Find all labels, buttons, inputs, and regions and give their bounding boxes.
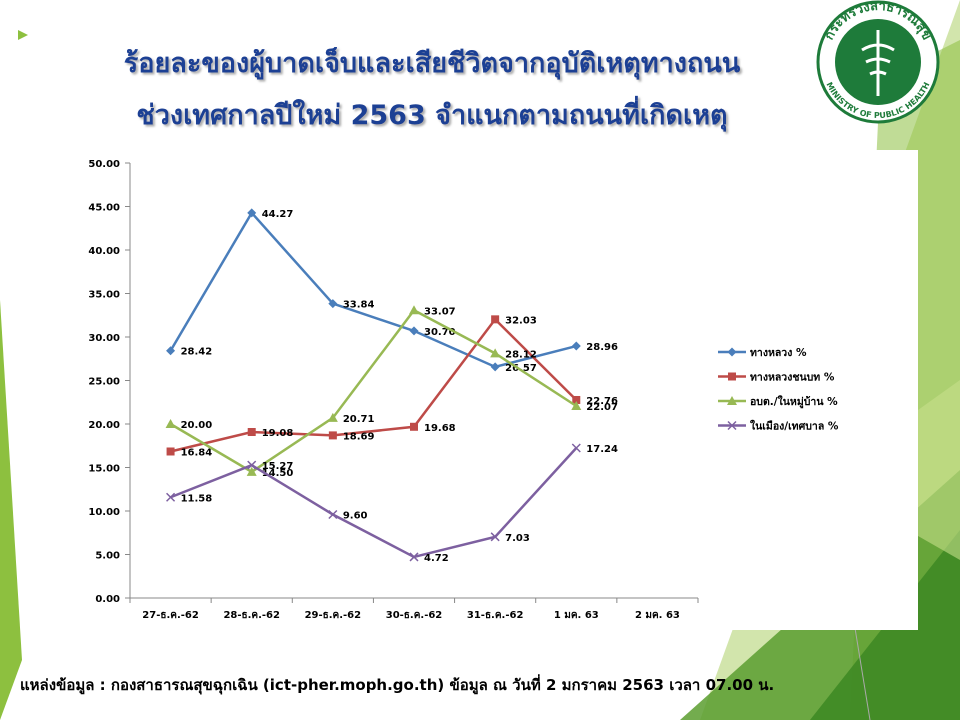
point xyxy=(409,326,419,336)
value-label: 20.71 xyxy=(343,414,375,425)
value-label: 33.07 xyxy=(424,306,456,317)
point xyxy=(491,315,500,324)
y-tick-label: 20.00 xyxy=(88,420,120,431)
point xyxy=(166,447,175,456)
y-tick-label: 50.00 xyxy=(88,159,120,170)
point xyxy=(327,412,338,422)
value-label: 19.68 xyxy=(424,423,456,434)
value-label: 28.12 xyxy=(505,349,537,360)
value-label: 32.03 xyxy=(505,315,537,326)
point xyxy=(490,348,501,358)
value-label: 19.08 xyxy=(262,428,294,439)
y-tick-label: 15.00 xyxy=(88,464,120,475)
x-tick-label: 29-ธ.ค.-62 xyxy=(305,610,362,621)
x-tick-label: 30-ธ.ค.-62 xyxy=(386,610,443,621)
value-label: 28.42 xyxy=(181,347,213,358)
value-label: 14.50 xyxy=(262,468,294,479)
value-label: 30.70 xyxy=(424,327,456,338)
point xyxy=(490,362,500,372)
footer: แหล่งข้อมูล : กองสาธารณสุขฉุกเฉิน (ict-p… xyxy=(20,674,774,695)
value-label: 7.03 xyxy=(505,533,530,544)
point xyxy=(409,305,419,315)
logo: กระทรวงสาธารณสุข MINISTRY OF PUBLIC HEAL… xyxy=(816,0,940,124)
y-tick-label: 35.00 xyxy=(88,290,120,301)
chart-title: ร้อยละของผู้บาดเจ็บและเสียชีวิตจากอุบัติ… xyxy=(124,45,741,80)
series-line xyxy=(170,317,578,453)
point xyxy=(247,428,256,437)
value-label: 16.84 xyxy=(181,447,213,458)
chart-area xyxy=(70,150,918,630)
point xyxy=(328,431,337,440)
point xyxy=(328,299,338,309)
bullet xyxy=(18,30,28,40)
point xyxy=(490,532,500,542)
y-tick-label: 10.00 xyxy=(88,507,120,518)
point xyxy=(246,466,257,476)
value-label: 22.76 xyxy=(586,396,618,407)
point xyxy=(409,552,419,562)
y-tick-label: 30.00 xyxy=(88,333,120,344)
point xyxy=(247,460,257,470)
point xyxy=(328,509,338,520)
value-label: 22.07 xyxy=(586,402,618,413)
point xyxy=(165,419,176,428)
value-label: 18.69 xyxy=(343,431,375,442)
y-tick-label: 5.00 xyxy=(95,551,120,562)
chart-title: ช่วงเทศกาลปีใหม่ 2563 จำแนกตามถนนที่เกิด… xyxy=(136,95,727,132)
legend-label: อบต./ในหมู่บ้าน % xyxy=(750,394,838,409)
value-label: 44.27 xyxy=(262,209,294,220)
point xyxy=(727,347,737,357)
point xyxy=(571,443,581,453)
legend-label: ทางหลวง % xyxy=(750,347,807,359)
point xyxy=(166,346,176,356)
value-label: 33.84 xyxy=(343,300,375,311)
point xyxy=(247,208,257,218)
point xyxy=(727,396,737,405)
y-tick-label: 0.00 xyxy=(95,594,120,605)
value-label: 26.57 xyxy=(505,363,537,374)
point xyxy=(727,420,737,431)
x-tick-label: 31-ธ.ค.-62 xyxy=(467,610,524,621)
y-tick-label: 45.00 xyxy=(88,203,120,214)
point xyxy=(571,341,581,351)
point xyxy=(571,400,582,410)
series-line xyxy=(170,447,578,559)
legend-label: ทางหลวงชนบท % xyxy=(750,372,835,384)
point xyxy=(728,372,736,381)
value-label: 9.60 xyxy=(343,510,368,521)
x-tick-label: 28-ธ.ค.-62 xyxy=(223,610,280,621)
value-label: 28.96 xyxy=(586,342,618,353)
point xyxy=(572,395,581,404)
point xyxy=(166,492,176,502)
x-tick-label: 27-ธ.ค.-62 xyxy=(142,610,199,621)
deco xyxy=(0,300,22,720)
value-label: 17.24 xyxy=(586,444,618,455)
value-label: 11.58 xyxy=(181,493,213,504)
x-tick-label: 1 มค. 63 xyxy=(554,610,599,621)
y-tick-label: 25.00 xyxy=(88,377,120,388)
series-line xyxy=(169,308,577,474)
legend-label: ในเมือง/เทศบาล % xyxy=(750,419,839,433)
value-label: 20.00 xyxy=(181,420,213,431)
value-label: 15.27 xyxy=(262,461,294,472)
value-label: 4.72 xyxy=(424,553,449,564)
x-tick-label: 2 มค. 63 xyxy=(635,610,680,621)
y-tick-label: 40.00 xyxy=(88,246,120,257)
point xyxy=(410,422,418,431)
